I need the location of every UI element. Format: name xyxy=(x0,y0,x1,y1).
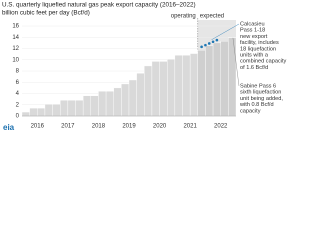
bar xyxy=(189,53,198,117)
bar xyxy=(128,79,137,117)
annotation-connector xyxy=(232,37,240,87)
x-tick-label: 2019 xyxy=(122,124,136,130)
y-tick-label: 6 xyxy=(16,80,20,86)
y-tick-label: 10 xyxy=(12,57,19,63)
bar xyxy=(136,73,145,117)
bar xyxy=(90,95,99,117)
bar xyxy=(82,95,91,117)
bar xyxy=(67,100,76,117)
y-tick-label: 2 xyxy=(16,102,20,108)
x-tick-label: 2016 xyxy=(31,124,45,130)
bar xyxy=(121,83,130,117)
bar xyxy=(205,45,214,117)
bar xyxy=(159,61,168,117)
capacity-marker xyxy=(207,42,211,45)
annotation-text: Pass 1-18 xyxy=(240,28,265,34)
x-tick-label: 2020 xyxy=(153,124,167,130)
x-tick-label: 2022 xyxy=(214,124,228,130)
annotation-text: capacity xyxy=(240,108,261,114)
bar xyxy=(75,100,84,117)
bar xyxy=(167,58,176,117)
capacity-marker xyxy=(211,40,215,44)
bar xyxy=(182,55,191,117)
annotation-text: unit being added, xyxy=(240,96,283,102)
y-tick-label: 4 xyxy=(16,91,20,97)
x-tick-label: 2021 xyxy=(183,124,197,130)
annotation-text: combined capacity xyxy=(240,59,287,65)
bar xyxy=(29,107,38,117)
chart: U.S. quarterly liquefied natural gas pea… xyxy=(2,2,287,132)
bar xyxy=(197,49,206,117)
bar xyxy=(228,37,237,117)
capacity-marker xyxy=(215,38,219,42)
y-tick-label: 12 xyxy=(12,46,19,52)
bar xyxy=(144,65,153,117)
bar xyxy=(212,42,221,117)
annotation-text: Sabine Pass 6 xyxy=(240,83,276,89)
y-tick-label: 0 xyxy=(16,114,20,120)
operating-label: operating xyxy=(171,14,196,20)
annotation-text: new export xyxy=(240,34,268,40)
capacity-marker xyxy=(204,43,207,47)
annotation-text: units with a xyxy=(240,52,269,58)
bar xyxy=(52,103,61,117)
annotation-connector xyxy=(211,23,240,40)
bar xyxy=(105,91,114,117)
bar xyxy=(44,103,53,117)
annotation-text: of 1.6 Bcf/d xyxy=(240,65,268,71)
annotation-text: sixth liquefaction xyxy=(240,90,281,96)
bar xyxy=(37,107,46,117)
bar xyxy=(60,100,69,117)
source-logo: eia xyxy=(3,123,15,132)
annotation-text: facility, includes xyxy=(240,40,279,46)
chart-title: U.S. quarterly liquefied natural gas pea… xyxy=(2,2,196,9)
annotation-text: with 0.8 Bcf/d xyxy=(239,102,274,108)
y-tick-label: 14 xyxy=(12,35,19,41)
capacity-marker xyxy=(200,45,203,49)
x-tick-label: 2017 xyxy=(61,124,75,130)
bar xyxy=(21,111,30,117)
x-tick-label: 2018 xyxy=(92,124,106,130)
bar xyxy=(113,87,122,117)
chart-subtitle: billion cubic feet per day (Bcf/d) xyxy=(2,10,90,17)
bar xyxy=(98,91,107,117)
bar xyxy=(174,55,183,117)
bar xyxy=(220,40,229,117)
expected-label: expected xyxy=(200,14,224,20)
y-tick-label: 8 xyxy=(16,69,20,75)
bar xyxy=(151,61,160,117)
annotation-text: 18 liquefaction xyxy=(240,46,276,52)
annotation-text: Calcasieu xyxy=(240,21,265,27)
y-tick-label: 16 xyxy=(12,24,19,30)
